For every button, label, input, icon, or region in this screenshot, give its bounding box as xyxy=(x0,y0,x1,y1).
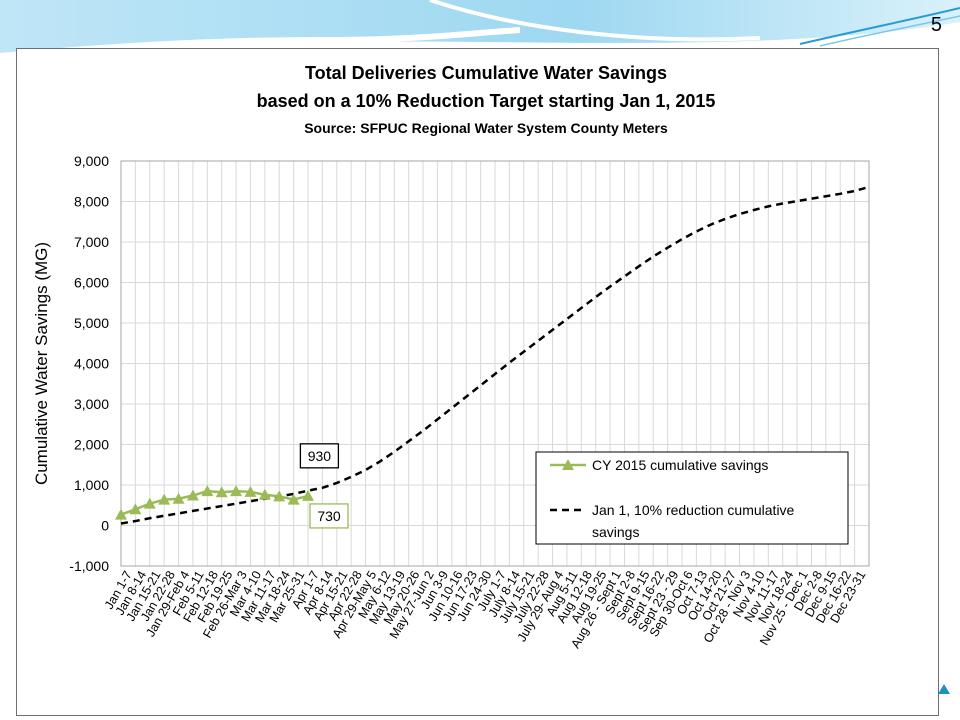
y-tick-label: 0 xyxy=(101,518,109,534)
legend-label-reduction-target: Jan 1, 10% reduction cumulative savings xyxy=(592,502,795,540)
corner-triangle-icon xyxy=(938,684,950,694)
plot-area-border xyxy=(120,160,870,567)
data-label: 730 xyxy=(317,508,341,524)
series-line-reduction-target xyxy=(120,185,870,525)
cy2015-point-marker xyxy=(158,493,171,505)
y-tick-label: 1,000 xyxy=(74,477,109,493)
chart-title: Total Deliveries Cumulative Water Saving… xyxy=(257,63,716,136)
y-tick-label: 5,000 xyxy=(74,315,109,331)
y-tick-label: 9,000 xyxy=(74,153,109,169)
y-tick-label: 6,000 xyxy=(74,275,109,291)
y-axis: -1,000 0 1,000 2,000 3,000 4,000 5,000 6,000 7,0… xyxy=(69,153,109,574)
y-tick-label: 4,000 xyxy=(74,356,109,372)
cy2015-point-marker xyxy=(302,489,314,501)
legend-marker-cy2015 xyxy=(562,459,574,470)
cy2015-point-marker xyxy=(129,503,142,515)
chart-frame: Total Deliveries Cumulative Water Saving… xyxy=(16,48,939,716)
y-axis-label: Cumulative Water Savings (MG) xyxy=(32,242,51,485)
slide-header-decoration xyxy=(0,0,960,59)
cy2015-point-marker xyxy=(258,488,271,500)
data-label: 930 xyxy=(308,448,332,464)
chart-title-line-1: Total Deliveries Cumulative Water Saving… xyxy=(305,63,667,83)
cy2015-point-marker xyxy=(143,497,156,509)
y-tick-label: 2,000 xyxy=(74,437,109,453)
y-tick-label: 7,000 xyxy=(74,234,109,250)
cy2015-point-marker xyxy=(186,489,199,501)
cy2015-point-marker xyxy=(201,485,214,497)
data-label-box xyxy=(299,443,340,469)
legend-label-cy2015: CY 2015 cumulative savings xyxy=(592,457,768,473)
annotations: 930 730 xyxy=(299,443,349,529)
cy2015-point-marker xyxy=(287,493,300,505)
chart-title-line-3: Source: SFPUC Regional Water System Coun… xyxy=(304,120,668,136)
y-tick-label: 8,000 xyxy=(74,194,109,210)
data-label-box xyxy=(309,503,349,529)
legend: CY 2015 cumulative savings Jan 1, 10% red… xyxy=(535,451,849,545)
legend-box xyxy=(535,451,849,545)
cy2015-point-marker xyxy=(172,492,185,504)
chart-title-line-2: based on a 10% Reduction Target starting… xyxy=(257,91,716,111)
cy2015-point-marker xyxy=(115,508,127,520)
series-layer xyxy=(115,185,870,525)
y-tick-label: -1,000 xyxy=(69,558,109,574)
cy2015-point-marker xyxy=(230,485,243,497)
cy2015-point-marker xyxy=(215,486,228,498)
cy2015-point-marker xyxy=(273,490,286,502)
y-tick-label: 3,000 xyxy=(74,396,109,412)
cy2015-point-marker xyxy=(244,485,257,497)
line-chart: Total Deliveries Cumulative Water Saving… xyxy=(32,63,870,651)
slide-number: 5 xyxy=(930,14,942,36)
